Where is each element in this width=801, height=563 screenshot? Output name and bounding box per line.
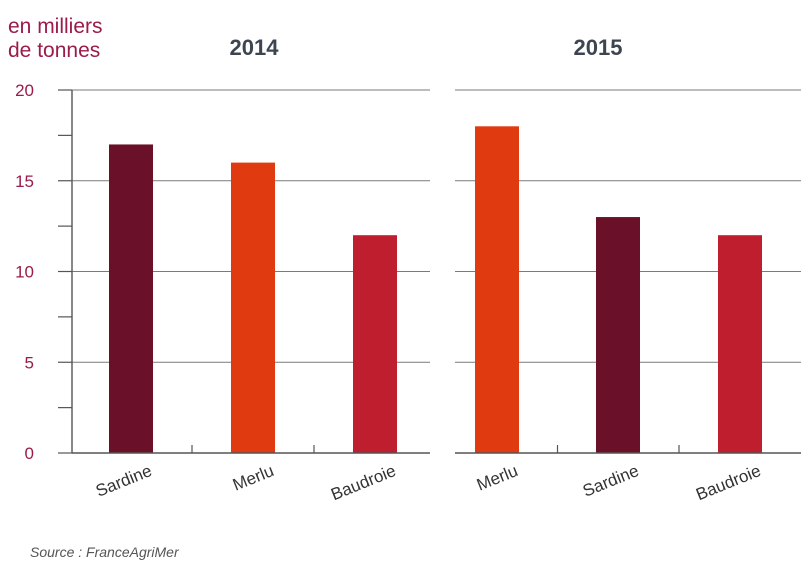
unit-label-line-2: de tonnes	[8, 39, 100, 62]
bar-merlu	[231, 162, 275, 453]
panel-title: 2014	[230, 35, 280, 60]
y-tick-label: 5	[25, 353, 34, 372]
x-category-label: Baudroie	[693, 461, 763, 504]
source-note: Source : FranceAgriMer	[30, 544, 180, 560]
bar-baudroie	[718, 235, 762, 453]
x-category-label: Sardine	[580, 461, 641, 501]
y-tick-label: 20	[15, 81, 34, 100]
y-tick-label: 10	[15, 263, 34, 282]
panel-title: 2015	[574, 35, 623, 60]
y-tick-label: 0	[25, 444, 34, 463]
chart-panel-2015: 2015 Merlu Sardine Baudroie	[455, 35, 801, 504]
y-tick-label: 15	[15, 172, 34, 191]
x-category-label: Merlu	[474, 461, 521, 495]
bar-merlu	[475, 126, 519, 454]
chart-panel-2014: 2014 0 5 10 15 20 Sardine Merlu Baudroie	[15, 35, 430, 504]
x-category-label: Merlu	[230, 461, 277, 495]
bar-sardine	[109, 144, 153, 453]
x-category-label: Sardine	[93, 461, 154, 501]
bar-sardine	[596, 217, 640, 453]
bar-baudroie	[353, 235, 397, 453]
x-category-label: Baudroie	[328, 461, 398, 504]
unit-label-line-1: en milliers	[8, 15, 103, 38]
